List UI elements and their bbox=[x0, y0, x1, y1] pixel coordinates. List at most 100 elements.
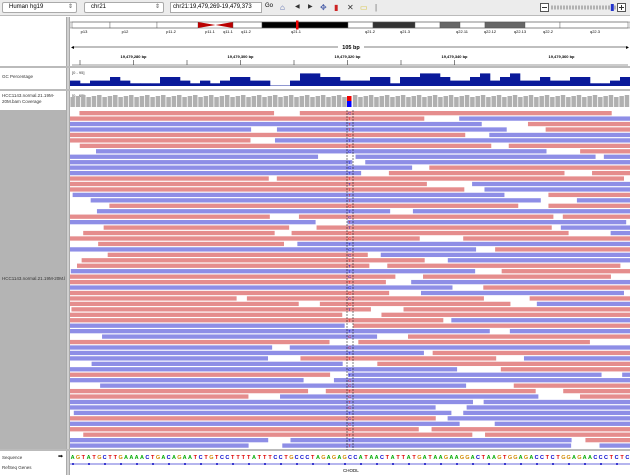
read[interactable] bbox=[280, 394, 539, 399]
read[interactable] bbox=[291, 230, 569, 236]
read[interactable] bbox=[297, 241, 630, 247]
genome-select[interactable]: Human hg19 ⇕ bbox=[2, 2, 77, 13]
read[interactable] bbox=[610, 230, 630, 236]
read[interactable] bbox=[274, 138, 630, 143]
read[interactable] bbox=[485, 432, 630, 437]
read[interactable] bbox=[316, 225, 552, 230]
read[interactable] bbox=[70, 247, 477, 252]
read[interactable] bbox=[289, 345, 630, 350]
read[interactable] bbox=[580, 149, 630, 154]
chromosome-ideogram[interactable]: p13 p12 p11.2 p11.1 q11.1 q11.2 q21.1 q21.2 q21.… bbox=[70, 20, 630, 35]
resize-icon[interactable]: ✕ bbox=[347, 3, 354, 12]
read[interactable] bbox=[447, 258, 630, 263]
read[interactable] bbox=[513, 383, 630, 388]
read[interactable] bbox=[70, 296, 237, 301]
read[interactable] bbox=[73, 410, 452, 416]
read[interactable] bbox=[70, 176, 269, 181]
read[interactable] bbox=[355, 154, 596, 159]
forward-icon[interactable]: ▶ bbox=[308, 4, 313, 10]
read[interactable] bbox=[523, 356, 630, 361]
read[interactable] bbox=[246, 296, 484, 301]
read[interactable] bbox=[79, 143, 492, 148]
read[interactable] bbox=[429, 165, 630, 170]
read[interactable] bbox=[489, 132, 630, 138]
read[interactable] bbox=[483, 285, 630, 290]
read[interactable] bbox=[282, 443, 572, 448]
read[interactable] bbox=[459, 116, 630, 121]
read[interactable] bbox=[70, 399, 473, 405]
read[interactable] bbox=[70, 378, 304, 383]
home-icon[interactable]: ⌂ bbox=[280, 3, 285, 12]
read[interactable] bbox=[548, 203, 630, 208]
read[interactable] bbox=[70, 329, 490, 334]
read[interactable] bbox=[411, 279, 630, 285]
read[interactable] bbox=[276, 176, 624, 181]
read[interactable] bbox=[403, 307, 630, 312]
go-button[interactable]: Go bbox=[265, 3, 274, 9]
read[interactable] bbox=[70, 438, 269, 443]
read[interactable] bbox=[70, 345, 273, 350]
read[interactable] bbox=[358, 339, 590, 345]
read[interactable] bbox=[70, 323, 345, 328]
read[interactable] bbox=[83, 230, 275, 236]
read[interactable] bbox=[70, 388, 309, 394]
read[interactable] bbox=[408, 334, 630, 339]
gc-track[interactable]: [0 - 95] bbox=[70, 70, 630, 86]
read[interactable] bbox=[431, 427, 630, 432]
read[interactable] bbox=[70, 301, 299, 307]
read[interactable] bbox=[70, 394, 249, 399]
read[interactable] bbox=[70, 160, 353, 165]
read[interactable] bbox=[72, 192, 505, 198]
read[interactable] bbox=[466, 405, 630, 410]
coverage-track[interactable]: [0 - 65] bbox=[70, 93, 630, 107]
read[interactable] bbox=[70, 339, 330, 345]
read[interactable] bbox=[536, 301, 630, 307]
read[interactable] bbox=[432, 350, 630, 356]
read[interactable] bbox=[276, 127, 507, 132]
read[interactable] bbox=[107, 252, 368, 257]
read[interactable] bbox=[70, 127, 252, 132]
read[interactable] bbox=[494, 421, 630, 426]
refseq-track-name[interactable]: RefSeq Genes bbox=[2, 465, 32, 470]
read[interactable] bbox=[298, 214, 554, 219]
read[interactable] bbox=[325, 388, 536, 394]
read[interactable] bbox=[83, 432, 473, 437]
read[interactable] bbox=[353, 323, 630, 328]
read[interactable] bbox=[388, 170, 565, 176]
read[interactable] bbox=[348, 372, 602, 377]
coverage-track-name[interactable]: HCC1143.normal.21.19M-20M.bam Coverage bbox=[2, 93, 55, 104]
back-icon[interactable]: ◀ bbox=[295, 4, 300, 10]
read[interactable] bbox=[70, 285, 453, 290]
read[interactable] bbox=[98, 241, 284, 247]
read[interactable] bbox=[70, 132, 466, 138]
read[interactable] bbox=[71, 307, 371, 312]
read[interactable] bbox=[483, 399, 630, 405]
read[interactable] bbox=[299, 111, 612, 116]
read[interactable] bbox=[501, 269, 630, 274]
read[interactable] bbox=[70, 318, 444, 323]
sequence-track-name[interactable]: Sequence bbox=[2, 455, 23, 460]
alignment-track[interactable]: CTTTCTTCTCTTTTTTCTCTTCCTCCTTTCTCCCCTTTCC… bbox=[70, 110, 630, 450]
read[interactable] bbox=[70, 116, 425, 121]
read[interactable] bbox=[70, 290, 390, 296]
zoom-slider[interactable] bbox=[540, 3, 626, 12]
read[interactable] bbox=[548, 192, 630, 198]
read[interactable] bbox=[96, 209, 391, 214]
read[interactable] bbox=[387, 263, 621, 268]
read[interactable] bbox=[81, 258, 425, 263]
read[interactable] bbox=[70, 269, 476, 274]
read[interactable] bbox=[333, 378, 630, 383]
chromosome-select[interactable]: chr21 ⇕ bbox=[84, 2, 164, 13]
read[interactable] bbox=[562, 214, 630, 219]
read[interactable] bbox=[420, 290, 624, 296]
read[interactable] bbox=[70, 416, 436, 421]
read[interactable] bbox=[70, 181, 427, 187]
read[interactable] bbox=[381, 312, 630, 317]
read[interactable] bbox=[463, 410, 630, 416]
read[interactable] bbox=[70, 312, 343, 317]
read[interactable] bbox=[100, 383, 467, 388]
read[interactable] bbox=[576, 198, 630, 203]
read[interactable] bbox=[70, 236, 420, 241]
read[interactable] bbox=[70, 350, 424, 356]
read[interactable] bbox=[527, 121, 630, 127]
